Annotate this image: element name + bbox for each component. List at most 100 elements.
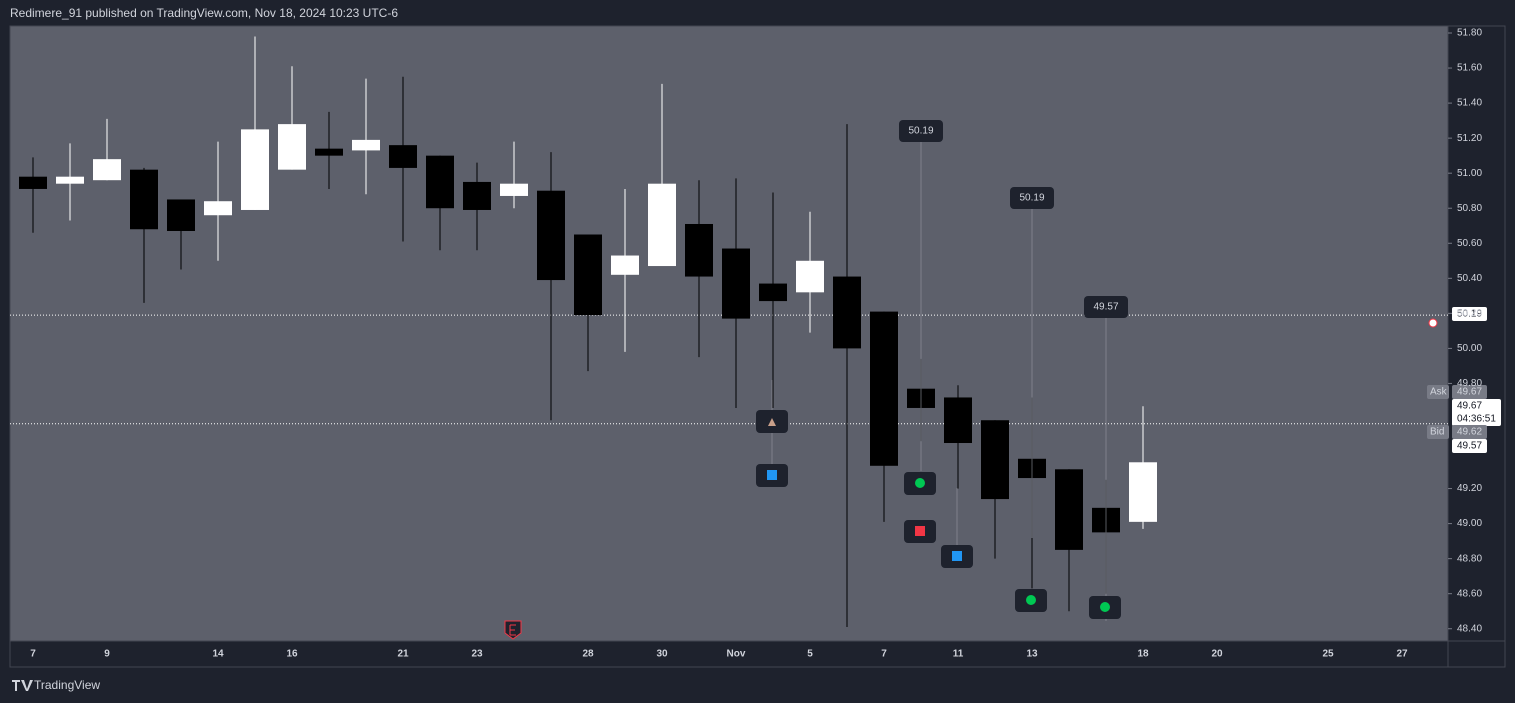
y-tick-label: 50.40 — [1457, 273, 1482, 284]
marker-icon — [952, 551, 962, 561]
y-tick-label: 51.80 — [1457, 28, 1482, 39]
x-tick-label: 28 — [582, 649, 594, 660]
candle-body — [944, 397, 972, 444]
panel-border — [9, 25, 1506, 668]
callout-box — [899, 120, 943, 142]
candle-body — [796, 260, 824, 293]
x-tick-label: 20 — [1211, 649, 1223, 660]
ask-label: Ask — [1430, 387, 1448, 398]
last-value: 49.67 — [1457, 401, 1482, 412]
y-tick-label: 50.20 — [1457, 308, 1482, 319]
y-tick-label: 51.00 — [1457, 168, 1482, 179]
x-tick-label: 30 — [656, 649, 668, 660]
alert-icon[interactable] — [1428, 318, 1438, 328]
y-tick-label: 48.40 — [1457, 623, 1482, 634]
plot-area — [10, 26, 1448, 641]
y-tick-label: 50.80 — [1457, 203, 1482, 214]
marker-icon — [915, 478, 925, 488]
y-tick-label: 51.20 — [1457, 133, 1482, 144]
price-line-tag: 50.19 — [1457, 309, 1482, 320]
ask-label-bg — [1427, 385, 1449, 399]
marker-icon — [767, 470, 777, 480]
candle-body — [56, 176, 84, 184]
candle-body — [19, 176, 47, 189]
ask-bg — [1452, 385, 1487, 399]
last-bg — [1452, 399, 1501, 426]
candle-body — [537, 190, 565, 281]
x-tick-label: Nov — [727, 649, 746, 660]
footer-brand: TradingView — [34, 678, 100, 692]
x-tick-label: 7 — [30, 649, 36, 660]
candle-body — [167, 199, 195, 231]
earnings-icon — [509, 624, 516, 636]
candle-body — [833, 276, 861, 349]
candle-body — [352, 139, 380, 151]
candle-body — [1129, 462, 1157, 522]
x-tick-label: 9 — [104, 649, 110, 660]
candle-body — [1055, 469, 1083, 550]
y-tick-label: 48.80 — [1457, 553, 1482, 564]
y-tick-label: 49.00 — [1457, 518, 1482, 529]
marker-icon — [768, 418, 776, 426]
y-tick-label: 51.60 — [1457, 63, 1482, 74]
x-tick-label: 14 — [212, 649, 224, 660]
candle-body — [426, 155, 454, 209]
marker-icon — [1100, 602, 1110, 612]
y-tick-label: 50.00 — [1457, 343, 1482, 354]
candle-body — [93, 159, 121, 181]
y-tick-label: 48.60 — [1457, 588, 1482, 599]
callout-label: 49.57 — [1093, 302, 1118, 313]
close-bg — [1452, 439, 1487, 453]
marker-icon — [915, 526, 925, 536]
candle-body — [241, 129, 269, 210]
y-tick-label: 49.80 — [1457, 378, 1482, 389]
candle-body — [278, 124, 306, 170]
candle-body — [981, 420, 1009, 500]
x-tick-label: 25 — [1322, 649, 1334, 660]
x-tick-label: 13 — [1026, 649, 1038, 660]
marker-icon — [1026, 595, 1036, 605]
x-tick-label: 5 — [807, 649, 813, 660]
callout-box — [1084, 296, 1128, 318]
ask-value: 49.67 — [1457, 387, 1482, 398]
plot: 50.19 50.19 49.57 — [10, 36, 1448, 627]
price-tags: 50.19 Ask 49.67 49.67 04:36:51 Bid 49.62… — [1427, 307, 1501, 453]
bid-label: Bid — [1430, 427, 1444, 438]
x-tick-label: 23 — [471, 649, 483, 660]
candle-body — [500, 183, 528, 196]
brand-logo — [12, 680, 33, 691]
bid-label-bg — [1427, 425, 1449, 439]
candle-body — [315, 148, 343, 156]
y-tick-label: 51.40 — [1457, 98, 1482, 109]
candle-body — [130, 169, 158, 230]
y-tick-label: 49.20 — [1457, 483, 1482, 494]
x-tick-label: 16 — [286, 649, 298, 660]
close-value: 49.57 — [1457, 441, 1482, 452]
bid-value: 49.62 — [1457, 427, 1482, 438]
candle-body — [611, 255, 639, 275]
candle-body — [463, 181, 491, 210]
candle-body — [722, 248, 750, 319]
x-tick-label: 21 — [397, 649, 409, 660]
bid-bg — [1452, 425, 1487, 439]
callout-box — [1010, 187, 1054, 209]
event-markers — [504, 318, 1438, 640]
candle-body — [648, 183, 676, 267]
x-tick-label: 27 — [1396, 649, 1408, 660]
candle-body — [574, 234, 602, 316]
candle-body — [389, 145, 417, 168]
countdown: 04:36:51 — [1457, 414, 1496, 425]
header-title: Redimere_91 published on TradingView.com… — [10, 6, 398, 20]
x-tick-label: 18 — [1137, 649, 1149, 660]
y-tick-label: 50.60 — [1457, 238, 1482, 249]
candle-body — [204, 201, 232, 216]
callout-label: 50.19 — [1019, 193, 1044, 204]
callout-label: 50.19 — [908, 126, 933, 137]
x-tick-label: 7 — [881, 649, 887, 660]
candle-body — [759, 283, 787, 302]
candle-body — [870, 311, 898, 466]
price-tag-bg — [1452, 307, 1487, 321]
candle-body — [685, 223, 713, 277]
x-tick-label: 11 — [953, 649, 964, 660]
